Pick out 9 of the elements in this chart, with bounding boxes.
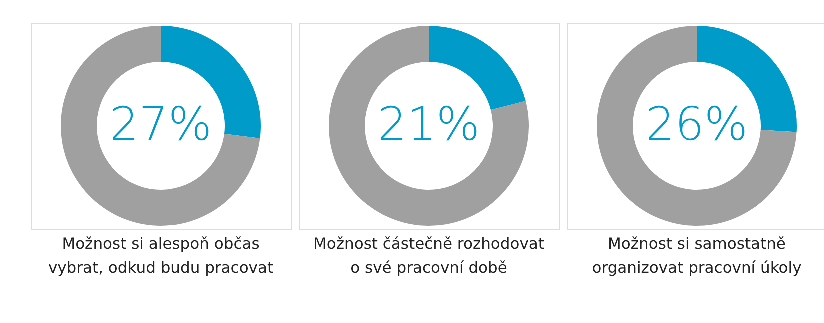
data-label: 26% [646,97,748,151]
donut-slice [329,26,529,226]
text: Možnost částečně rozhodovat o své pracovní době [314,235,544,277]
donut-slice [597,26,797,226]
data-label: 27% [110,97,212,151]
donut-slice [61,26,260,226]
data-label: 21% [378,97,480,151]
text: Možnost si samostatně organizovat pracovní úkoly [592,235,802,277]
text: Možnost si alespoň občas vybrat, odkud budu pracovat [48,235,274,277]
